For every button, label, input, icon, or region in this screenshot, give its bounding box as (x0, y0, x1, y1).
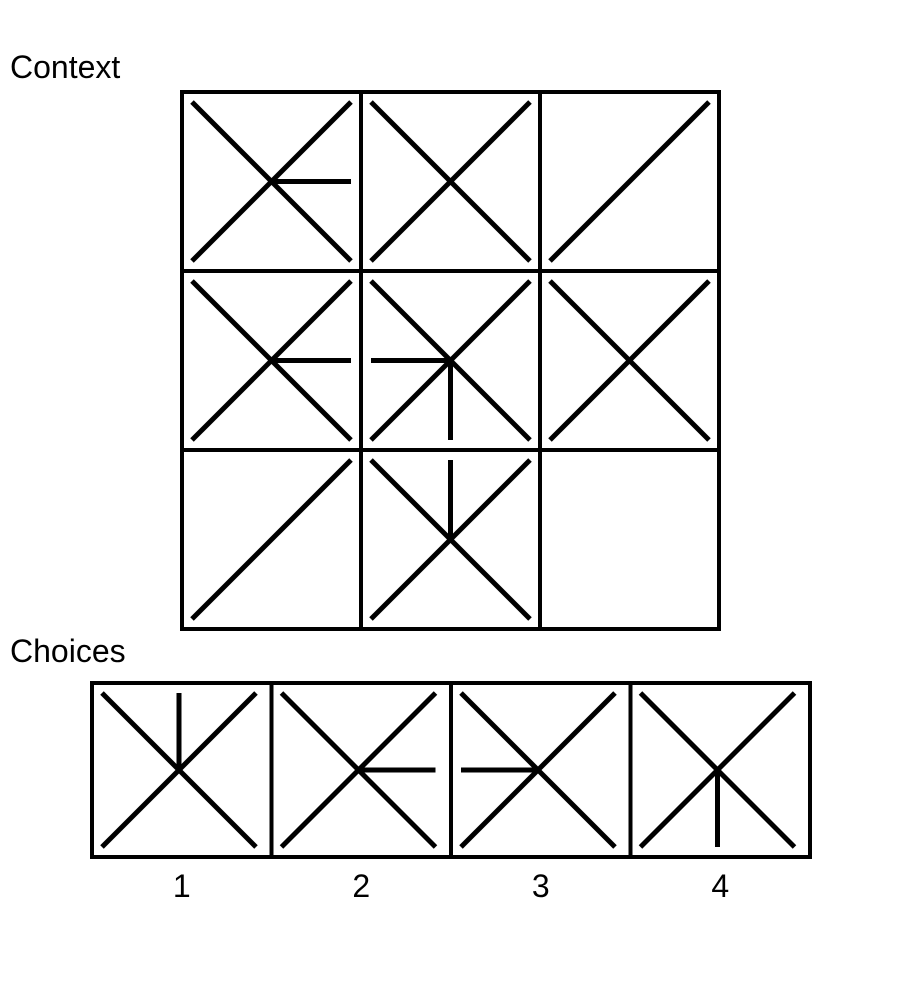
choice-border[interactable] (628, 681, 812, 859)
diagonal-stroke (369, 100, 532, 263)
choice-number-3: 3 (531, 868, 550, 904)
choice-option-4[interactable] (628, 681, 812, 859)
choices-heading: Choices (10, 633, 126, 669)
choice-number-2: 2 (352, 868, 371, 904)
choice-option-3[interactable] (449, 681, 633, 859)
choice-number-4: 4 (711, 868, 730, 904)
diagonal-stroke (548, 279, 711, 442)
context-grid (180, 90, 721, 631)
choice-option-1[interactable] (90, 681, 274, 859)
missing-cell (538, 448, 721, 631)
context-heading: Context (10, 49, 121, 85)
diagonal-stroke (190, 458, 353, 621)
choices-row (90, 681, 812, 859)
choice-number-1: 1 (172, 868, 191, 904)
diagonal-stroke (548, 100, 711, 263)
cell-border (538, 448, 721, 631)
context-cell (359, 269, 542, 452)
choice-option-2[interactable] (269, 681, 453, 859)
